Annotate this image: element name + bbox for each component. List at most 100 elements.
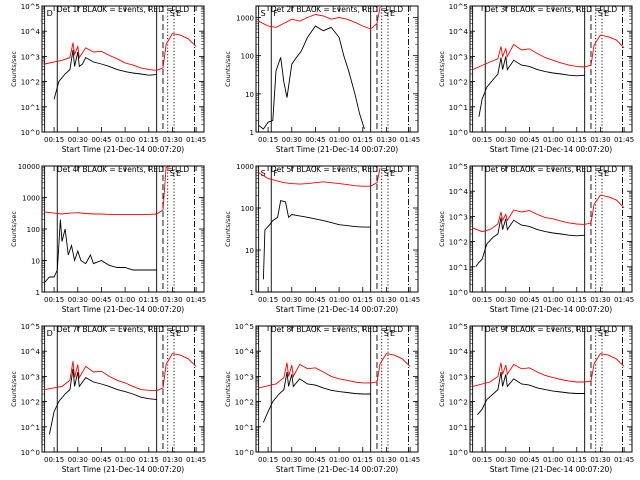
y-tick-label: 10^5 [235,323,254,331]
plot-frame [41,5,205,133]
x-tick-label: 01:15 [353,136,373,144]
x-tick-label: 01:00 [543,456,563,464]
x-tick-label: 00:15 [258,456,278,464]
x-tick-label: 01:00 [115,136,135,144]
time-marker-label: F [273,169,278,178]
x-tick-label: 00:15 [44,136,64,144]
series-line-events [258,25,365,130]
series-group [258,353,411,423]
time-marker-label: S [598,169,603,178]
x-tick-label: 01:45 [400,296,420,304]
series-group [472,353,625,416]
x-tick-label: 01:30 [590,456,610,464]
chart-panel-8: 00:15 00:30 00:45 01:00 01:15 01:30 01:45 10^0 1… [224,323,420,474]
chart-panel-4: 00:15 00:30 00:45 01:00 01:15 01:30 01:45 1 10 10… [10,163,206,314]
series-group [472,194,625,268]
time-marker-label: E [176,329,181,338]
y-tick-label: 100 [241,53,254,61]
plot-frame [469,5,633,133]
x-tick-label: 00:45 [91,136,111,144]
x-tick-label: 00:15 [258,136,278,144]
series-group [44,353,197,435]
x-tick-label: 01:15 [567,136,587,144]
chart-title: Det 5f BLACK = Events, RED = LLD [271,165,404,174]
series-line-lld [472,353,625,387]
x-tick-label: 01:00 [329,136,349,144]
x-tick-label: 01:00 [329,296,349,304]
time-marker-label: S [598,329,603,338]
y-tick-label: 10^0 [235,449,254,457]
x-tick-label: 01:15 [353,296,373,304]
y-tick-label: 10^5 [449,323,468,331]
y-tick-label: 10^1 [21,424,40,432]
series-group [44,33,197,100]
y-tick-label: 10^0 [449,449,468,457]
y-tick-label: 1000 [22,195,40,203]
time-marker-label: E [176,9,181,18]
plot-frame [255,5,419,133]
y-tick-label: 10 [245,91,254,99]
x-axis-label: Start Time (21-Dec-14 00:07:20) [276,465,398,474]
y-tick-label: 10^1 [21,104,40,112]
x-tick-label: 00:45 [519,296,539,304]
x-tick-label: 01:15 [139,136,159,144]
y-axis-label: Counts/sec [438,51,446,87]
series-line-events [478,56,585,117]
x-axis-label: Start Time (21-Dec-14 00:07:20) [490,145,612,154]
time-marker-label: S [598,9,603,18]
time-marker-label: D [47,9,53,18]
y-axis-label: Counts/sec [10,51,18,87]
y-tick-label: 10^3 [449,213,468,221]
series-line-events [475,217,585,268]
chart-panel-2: 00:15 00:30 00:45 01:00 01:15 01:30 01:45 1 10 10… [224,5,420,154]
series-line-events [48,368,157,435]
y-tick-label: 10^4 [21,28,41,36]
x-tick-label: 00:30 [496,296,516,304]
series-line-events [262,371,371,423]
x-tick-label: 00:45 [305,456,325,464]
x-tick-label: 01:15 [567,296,587,304]
x-tick-label: 00:30 [282,456,302,464]
y-tick-label: 10^2 [21,79,40,87]
y-tick-label: 10^5 [449,163,468,171]
x-tick-label: 01:45 [186,456,206,464]
x-tick-label: 00:45 [91,296,111,304]
series-line-lld [44,166,173,215]
series-line-lld [472,34,625,71]
y-tick-label: 100 [27,226,40,234]
x-tick-label: 01:00 [115,456,135,464]
x-tick-label: 01:00 [115,296,135,304]
x-axis-label: Start Time (21-Dec-14 00:07:20) [62,465,184,474]
chart-panel-1: 00:15 00:30 00:45 01:00 01:15 01:30 01:45 10^0 1… [10,3,206,154]
chart-panel-7: 00:15 00:30 00:45 01:00 01:15 01:30 01:45 10^0 1… [10,323,206,474]
x-tick-label: 00:45 [305,296,325,304]
y-tick-label: 10^3 [21,53,40,61]
plot-frame [469,165,633,293]
y-tick-label: 10^2 [21,399,40,407]
x-tick-label: 00:45 [91,456,111,464]
y-tick-label: 10^1 [235,424,254,432]
x-tick-label: 01:30 [590,296,610,304]
series-group [258,6,381,130]
series-line-lld [258,353,411,389]
y-tick-label: 10^3 [21,373,40,381]
x-tick-label: 01:30 [162,456,182,464]
series-group [472,34,625,117]
chart-title: Det 2f BLACK = Events, RED = LLD [271,5,404,14]
series-line-lld [472,194,625,233]
chart-title: Det 9f BLACK = Events, RED = LLD [485,325,618,334]
time-marker-label: E [604,329,609,338]
x-tick-label: 00:30 [496,456,516,464]
x-tick-label: 01:45 [614,136,634,144]
x-tick-label: 01:30 [162,296,182,304]
x-tick-label: 01:30 [590,136,610,144]
x-tick-label: 01:45 [614,456,634,464]
y-tick-label: 10^3 [449,53,468,61]
x-tick-label: 00:30 [282,136,302,144]
y-tick-label: 10 [31,258,40,266]
y-tick-label: 10^3 [235,373,254,381]
time-marker-label: S [384,169,389,178]
plot-frame [469,325,633,453]
y-tick-label: 100 [241,205,254,213]
